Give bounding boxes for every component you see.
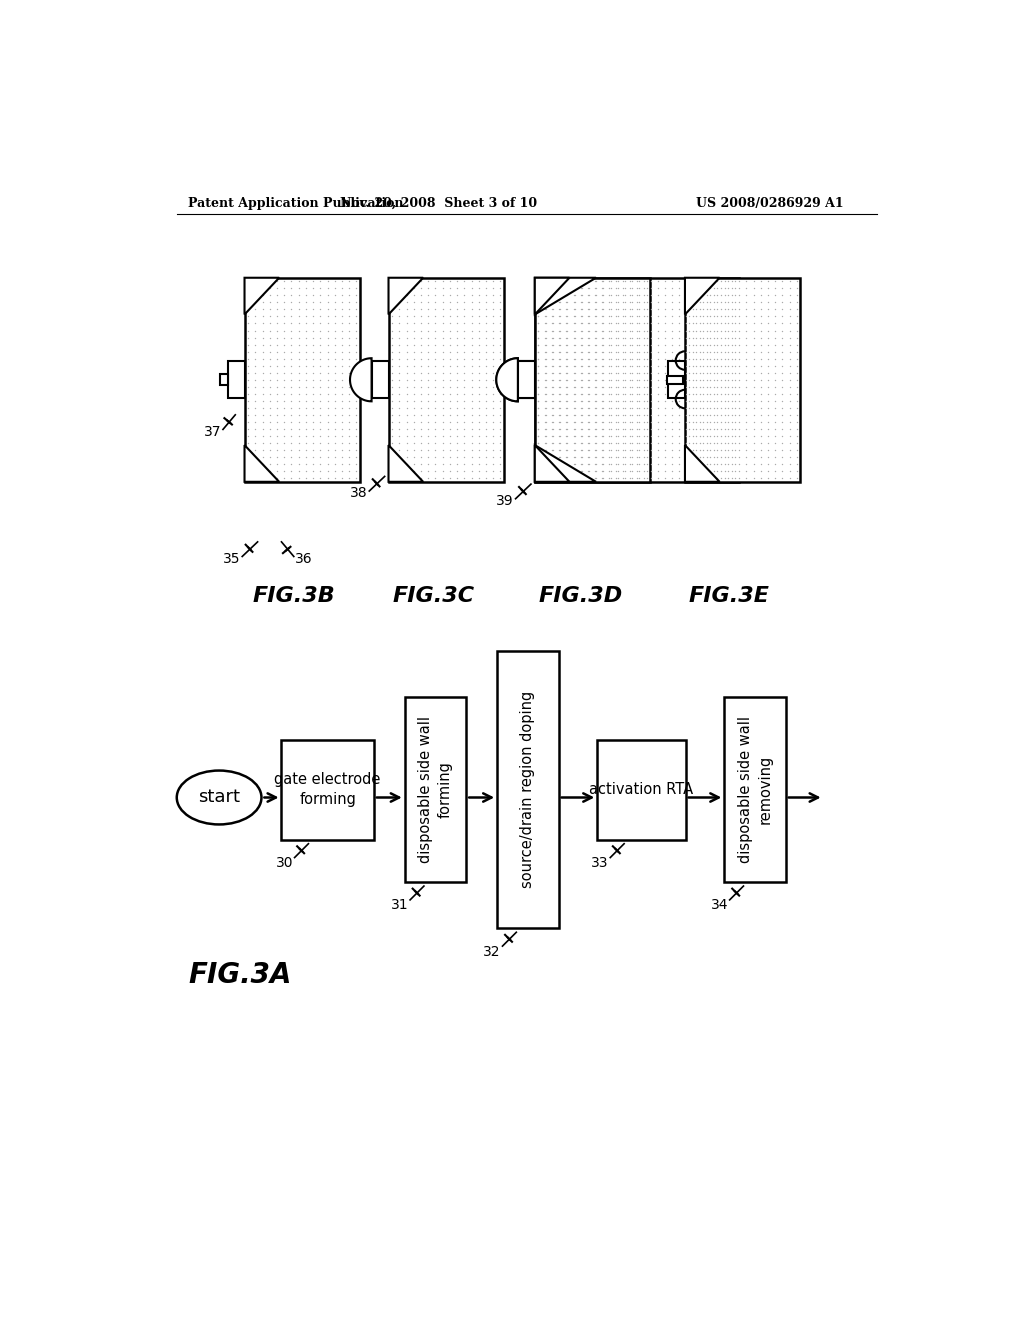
Text: disposable side wall
forming: disposable side wall forming xyxy=(418,717,453,863)
Polygon shape xyxy=(245,277,280,314)
Text: 31: 31 xyxy=(391,899,409,912)
Text: source/drain region doping: source/drain region doping xyxy=(520,692,536,888)
Bar xyxy=(668,376,683,384)
Text: FIG.3D: FIG.3D xyxy=(539,586,623,606)
Polygon shape xyxy=(535,277,569,314)
Bar xyxy=(220,375,227,385)
Bar xyxy=(497,651,559,928)
Bar xyxy=(518,362,535,399)
Text: 32: 32 xyxy=(483,945,501,958)
Text: activation RTA: activation RTA xyxy=(590,783,693,797)
Text: 33: 33 xyxy=(591,855,608,870)
Polygon shape xyxy=(388,277,423,314)
Text: FIG.3C: FIG.3C xyxy=(392,586,474,606)
Text: gate electrode
forming: gate electrode forming xyxy=(274,772,381,808)
Text: 34: 34 xyxy=(711,899,728,912)
Polygon shape xyxy=(497,358,518,401)
Bar xyxy=(724,697,785,882)
Text: 36: 36 xyxy=(295,552,312,566)
Polygon shape xyxy=(535,445,569,482)
Bar xyxy=(518,362,535,399)
Polygon shape xyxy=(245,445,280,482)
Bar xyxy=(227,362,245,399)
Text: start: start xyxy=(198,788,240,807)
Polygon shape xyxy=(685,445,720,482)
Bar xyxy=(282,739,374,840)
Text: 37: 37 xyxy=(204,425,221,438)
Polygon shape xyxy=(535,445,596,482)
Polygon shape xyxy=(497,358,518,401)
Bar xyxy=(685,277,801,482)
Text: 38: 38 xyxy=(350,486,368,500)
Bar xyxy=(388,277,504,482)
Polygon shape xyxy=(685,277,720,314)
Text: Nov. 20, 2008  Sheet 3 of 10: Nov. 20, 2008 Sheet 3 of 10 xyxy=(340,197,538,210)
Bar xyxy=(597,739,686,840)
Bar xyxy=(668,362,685,399)
Text: US 2008/0286929 A1: US 2008/0286929 A1 xyxy=(696,197,844,210)
Polygon shape xyxy=(388,445,423,482)
Bar xyxy=(372,362,388,399)
Polygon shape xyxy=(535,277,596,314)
Bar xyxy=(535,277,739,482)
Text: FIG.3E: FIG.3E xyxy=(689,586,770,606)
Text: Patent Application Publication: Patent Application Publication xyxy=(188,197,403,210)
Text: 30: 30 xyxy=(275,855,293,870)
Text: FIG.3A: FIG.3A xyxy=(188,961,292,989)
Bar xyxy=(245,277,360,482)
Text: FIG.3B: FIG.3B xyxy=(252,586,335,606)
Bar xyxy=(535,277,650,482)
Text: 39: 39 xyxy=(497,494,514,508)
Bar xyxy=(404,697,466,882)
Text: disposable side wall
removing: disposable side wall removing xyxy=(737,717,772,863)
Text: 35: 35 xyxy=(223,552,241,566)
Ellipse shape xyxy=(177,771,261,825)
Polygon shape xyxy=(350,358,372,401)
